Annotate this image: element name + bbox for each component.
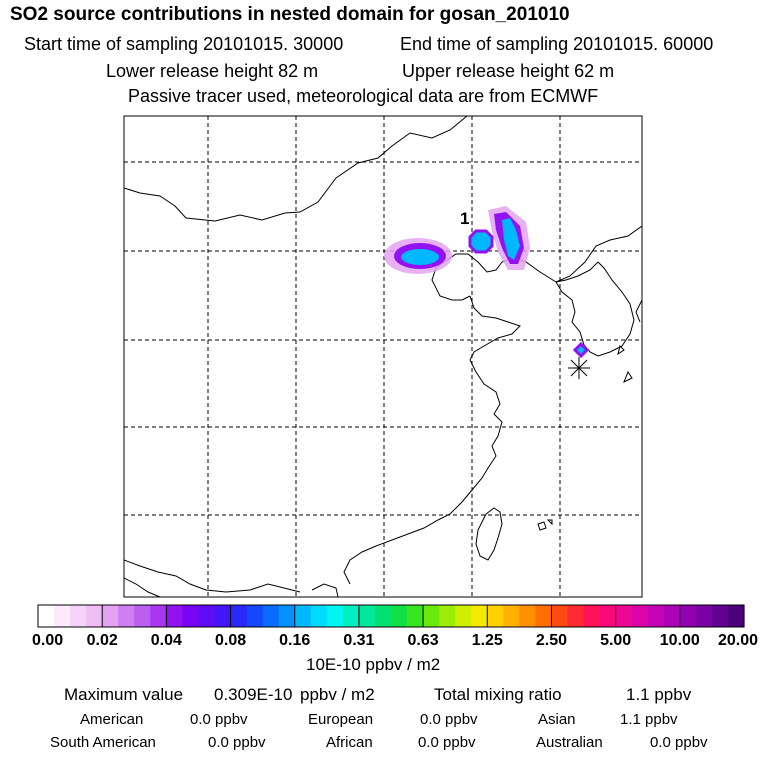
region-name: European [308, 711, 374, 728]
colorbar-cell [38, 605, 55, 627]
colorbar-cell [647, 605, 665, 627]
receptor-star-icon [568, 357, 590, 379]
region-value: 0.0 ppbv [418, 734, 476, 751]
colorbar-tick-label: 0.16 [279, 632, 310, 649]
max-value-label: Maximum value [64, 685, 184, 704]
colorbar-unit: 10E-10 ppbv / m2 [306, 655, 441, 674]
colorbar-tick-label: 2.50 [536, 632, 567, 649]
start-time-label: Start time of sampling 20101015. 30000 [24, 34, 344, 54]
colorbar-tick-label: 0.00 [32, 632, 63, 649]
colorbar-cell [102, 605, 119, 627]
colorbar-cell [198, 605, 216, 627]
colorbar-cell [166, 605, 184, 627]
colorbar-cell [583, 605, 601, 627]
colorbar-cell [278, 605, 296, 627]
map-label: 1 [460, 209, 469, 228]
region-name: South American [50, 734, 156, 751]
colorbar-cell [711, 605, 729, 627]
colorbar-cell [519, 605, 537, 627]
colorbar-cell [70, 605, 87, 627]
region-value: 0.0 ppbv [650, 734, 708, 751]
colorbar-cell [535, 605, 553, 627]
colorbar-cell [86, 605, 103, 627]
region-value: 0.0 ppbv [208, 734, 266, 751]
colorbar-ticks [37, 605, 745, 627]
max-value: 0.309E-10 [214, 685, 293, 704]
plume-east-inner [502, 218, 520, 260]
colorbar-cell [230, 605, 248, 627]
colorbar-cell [407, 605, 424, 627]
tracer-note: Passive tracer used, meteorological data… [128, 86, 599, 106]
colorbar-cell [310, 605, 328, 627]
map-frame [123, 115, 643, 598]
colorbar-cell [423, 605, 440, 627]
region-name: Australian [536, 734, 603, 751]
colorbar-cell [182, 605, 200, 627]
total-mixing-ratio-label: Total mixing ratio [434, 685, 562, 704]
region-name: African [326, 734, 373, 751]
end-time-label: End time of sampling 20101015. 60000 [400, 34, 714, 54]
colorbar-tick-label: 0.04 [151, 632, 182, 649]
plume-korea [572, 341, 590, 359]
chart-title: SO2 source contributions in nested domai… [10, 4, 570, 25]
colorbar-cell [374, 605, 392, 627]
colorbar-cell [294, 605, 312, 627]
colorbar-cell [262, 605, 280, 627]
colorbar-cell [679, 605, 697, 627]
upper-release-label: Upper release height 62 m [402, 61, 615, 81]
colorbar-cell [503, 605, 520, 627]
colorbar-cell [471, 605, 488, 627]
colorbar-cell [487, 605, 504, 627]
region-value: 0.0 ppbv [420, 711, 478, 728]
colorbar-cell [695, 605, 713, 627]
colorbar-cell [326, 605, 344, 627]
colorbar-cell [150, 605, 167, 627]
region-value: 0.0 ppbv [190, 711, 248, 728]
colorbar-tick-label: 0.63 [408, 632, 439, 649]
lower-release-label: Lower release height 82 m [106, 61, 319, 81]
colorbar-cell [391, 605, 408, 627]
colorbar-tick-label: 20.00 [718, 632, 758, 649]
colorbar-labels: 0.00 0.02 0.04 0.08 0.16 0.31 0.63 1.25 2.50 5.00… [32, 632, 758, 649]
colorbar-tick-label: 10.00 [660, 632, 700, 649]
colorbar-cell [631, 605, 649, 627]
colorbar-cell [118, 605, 135, 627]
plume-center-octagon [468, 229, 494, 254]
colorbar-tick-label: 5.00 [600, 632, 631, 649]
colorbar-cell [439, 605, 456, 627]
total-mixing-ratio-value: 1.1 ppbv [626, 685, 692, 704]
region-name: Asian [538, 711, 576, 728]
max-value-unit: ppbv / m2 [300, 685, 375, 704]
colorbar-cell [551, 605, 569, 627]
colorbar-cell [567, 605, 585, 627]
region-value: 1.1 ppbv [620, 711, 678, 728]
colorbar-cell [727, 605, 745, 627]
colorbar-cell [358, 605, 376, 627]
colorbar-cell [54, 605, 71, 627]
colorbar-cell [246, 605, 264, 627]
colorbar-tick-label: 1.25 [472, 632, 503, 649]
colorbar-cell [455, 605, 472, 627]
colorbar-cell [599, 605, 617, 627]
plume-west-inner [401, 249, 439, 265]
colorbar-cell [342, 605, 360, 627]
region-name: American [80, 711, 144, 728]
colorbar-tick-label: 0.08 [215, 632, 246, 649]
coastlines [124, 116, 642, 597]
plume-layer [384, 206, 590, 359]
colorbar-cell [134, 605, 151, 627]
colorbar [38, 605, 745, 627]
colorbar-cell [663, 605, 681, 627]
colorbar-tick-label: 0.31 [343, 632, 374, 649]
colorbar-cell [214, 605, 232, 627]
colorbar-tick-label: 0.02 [87, 632, 118, 649]
colorbar-cell [615, 605, 633, 627]
